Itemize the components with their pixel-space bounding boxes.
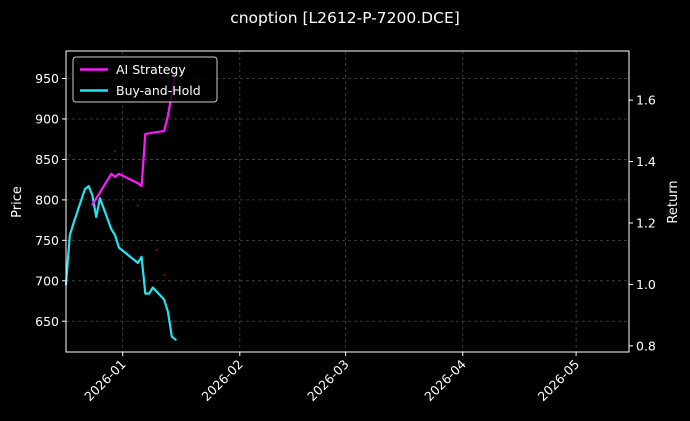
y-tick-label-right: 1.2 — [636, 216, 656, 231]
series-line-buy-and-hold — [64, 185, 177, 341]
price-point — [68, 154, 71, 157]
y-axis-label-right: Return — [666, 180, 681, 223]
price-point — [163, 274, 166, 277]
legend: AI Strategy Buy-and-Hold — [72, 56, 218, 103]
series-lines — [64, 71, 177, 341]
price-point — [114, 150, 117, 153]
y-tick-label-right: 1.0 — [636, 277, 656, 292]
legend-box — [72, 56, 218, 103]
legend-label-buy-and-hold: Buy-and-Hold — [116, 83, 201, 98]
y-tick-label-left: 650 — [35, 314, 59, 329]
y-tick-label-left: 800 — [35, 192, 59, 207]
price-points — [68, 150, 166, 277]
price-point — [136, 204, 139, 207]
y-tick-label-right: 0.8 — [636, 338, 656, 353]
y-tick-label-left: 950 — [35, 71, 59, 86]
y-tick-label-left: 700 — [35, 273, 59, 288]
y-axis-label-left: Price — [10, 186, 25, 218]
y-tick-label-left: 850 — [35, 152, 59, 167]
y-tick-label-right: 1.4 — [636, 154, 656, 169]
plot-frame — [65, 50, 630, 353]
legend-label-ai-strategy: AI Strategy — [116, 62, 186, 77]
y-tick-label-left: 900 — [35, 111, 59, 126]
y-tick-label-left: 750 — [35, 233, 59, 248]
series-line-ai-strategy — [91, 71, 177, 206]
y-tick-label-right: 1.6 — [636, 93, 656, 108]
chart-title: cnoption [L2612-P-7200.DCE] — [230, 9, 460, 27]
price-point — [155, 249, 158, 251]
